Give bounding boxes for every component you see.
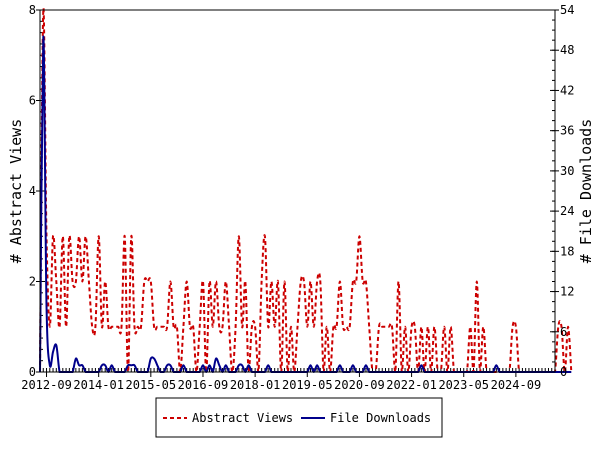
x-tick-label: 2020-09 [334,378,385,392]
y-left-tick-label: 0 [29,365,36,379]
x-tick-label: 2019-05 [282,378,333,392]
x-tick-label: 2024-09 [491,378,542,392]
legend: Abstract Views File Downloads [155,397,443,438]
x-tick-label: 2016-09 [178,378,229,392]
x-tick-label: 2015-05 [126,378,177,392]
y-right-tick-label: 48 [560,43,574,57]
x-tick-label: 2014-01 [73,378,124,392]
y-left-tick-label: 4 [29,184,36,198]
series-line-file-downloads [39,35,572,374]
y-left-tick-label: 6 [29,94,36,108]
series-line-abstract-views [39,7,573,374]
y-left-tick-label: 8 [29,3,36,17]
x-tick-label: 2023-05 [438,378,489,392]
x-tick-label: 2012-09 [21,378,72,392]
legend-label-file-downloads: File Downloads [330,411,431,425]
y-axis-right-title: # File Downloads [577,119,595,264]
y-right-tick-label: 24 [560,204,574,218]
y-right-tick-label: 36 [560,124,574,138]
y-left-tick-label: 2 [29,275,36,289]
y-axis-left-title: # Abstract Views [7,119,25,264]
y-right-tick-label: 18 [560,244,574,258]
y-right-tick-label: 42 [560,83,574,97]
y-right-tick-label: 6 [560,325,567,339]
y-right-tick-label: 30 [560,164,574,178]
y-right-tick-label: 12 [560,285,574,299]
plot-area-frame [39,9,556,373]
legend-label-abstract-views: Abstract Views [192,411,293,425]
left-axis-tick-labels: 0 2 4 6 8 [29,3,36,379]
x-axis-tick-labels: 2012-09 2014-01 2015-05 2016-09 2018-01 2019-… [21,378,541,392]
y-right-tick-label: 0 [560,365,567,379]
legend-box [155,397,443,438]
right-axis-tick-labels: 0 6 12 18 24 30 36 42 48 54 [560,3,574,379]
y-right-tick-label: 54 [560,3,574,17]
x-tick-label: 2018-01 [230,378,281,392]
x-tick-label: 2022-01 [386,378,437,392]
